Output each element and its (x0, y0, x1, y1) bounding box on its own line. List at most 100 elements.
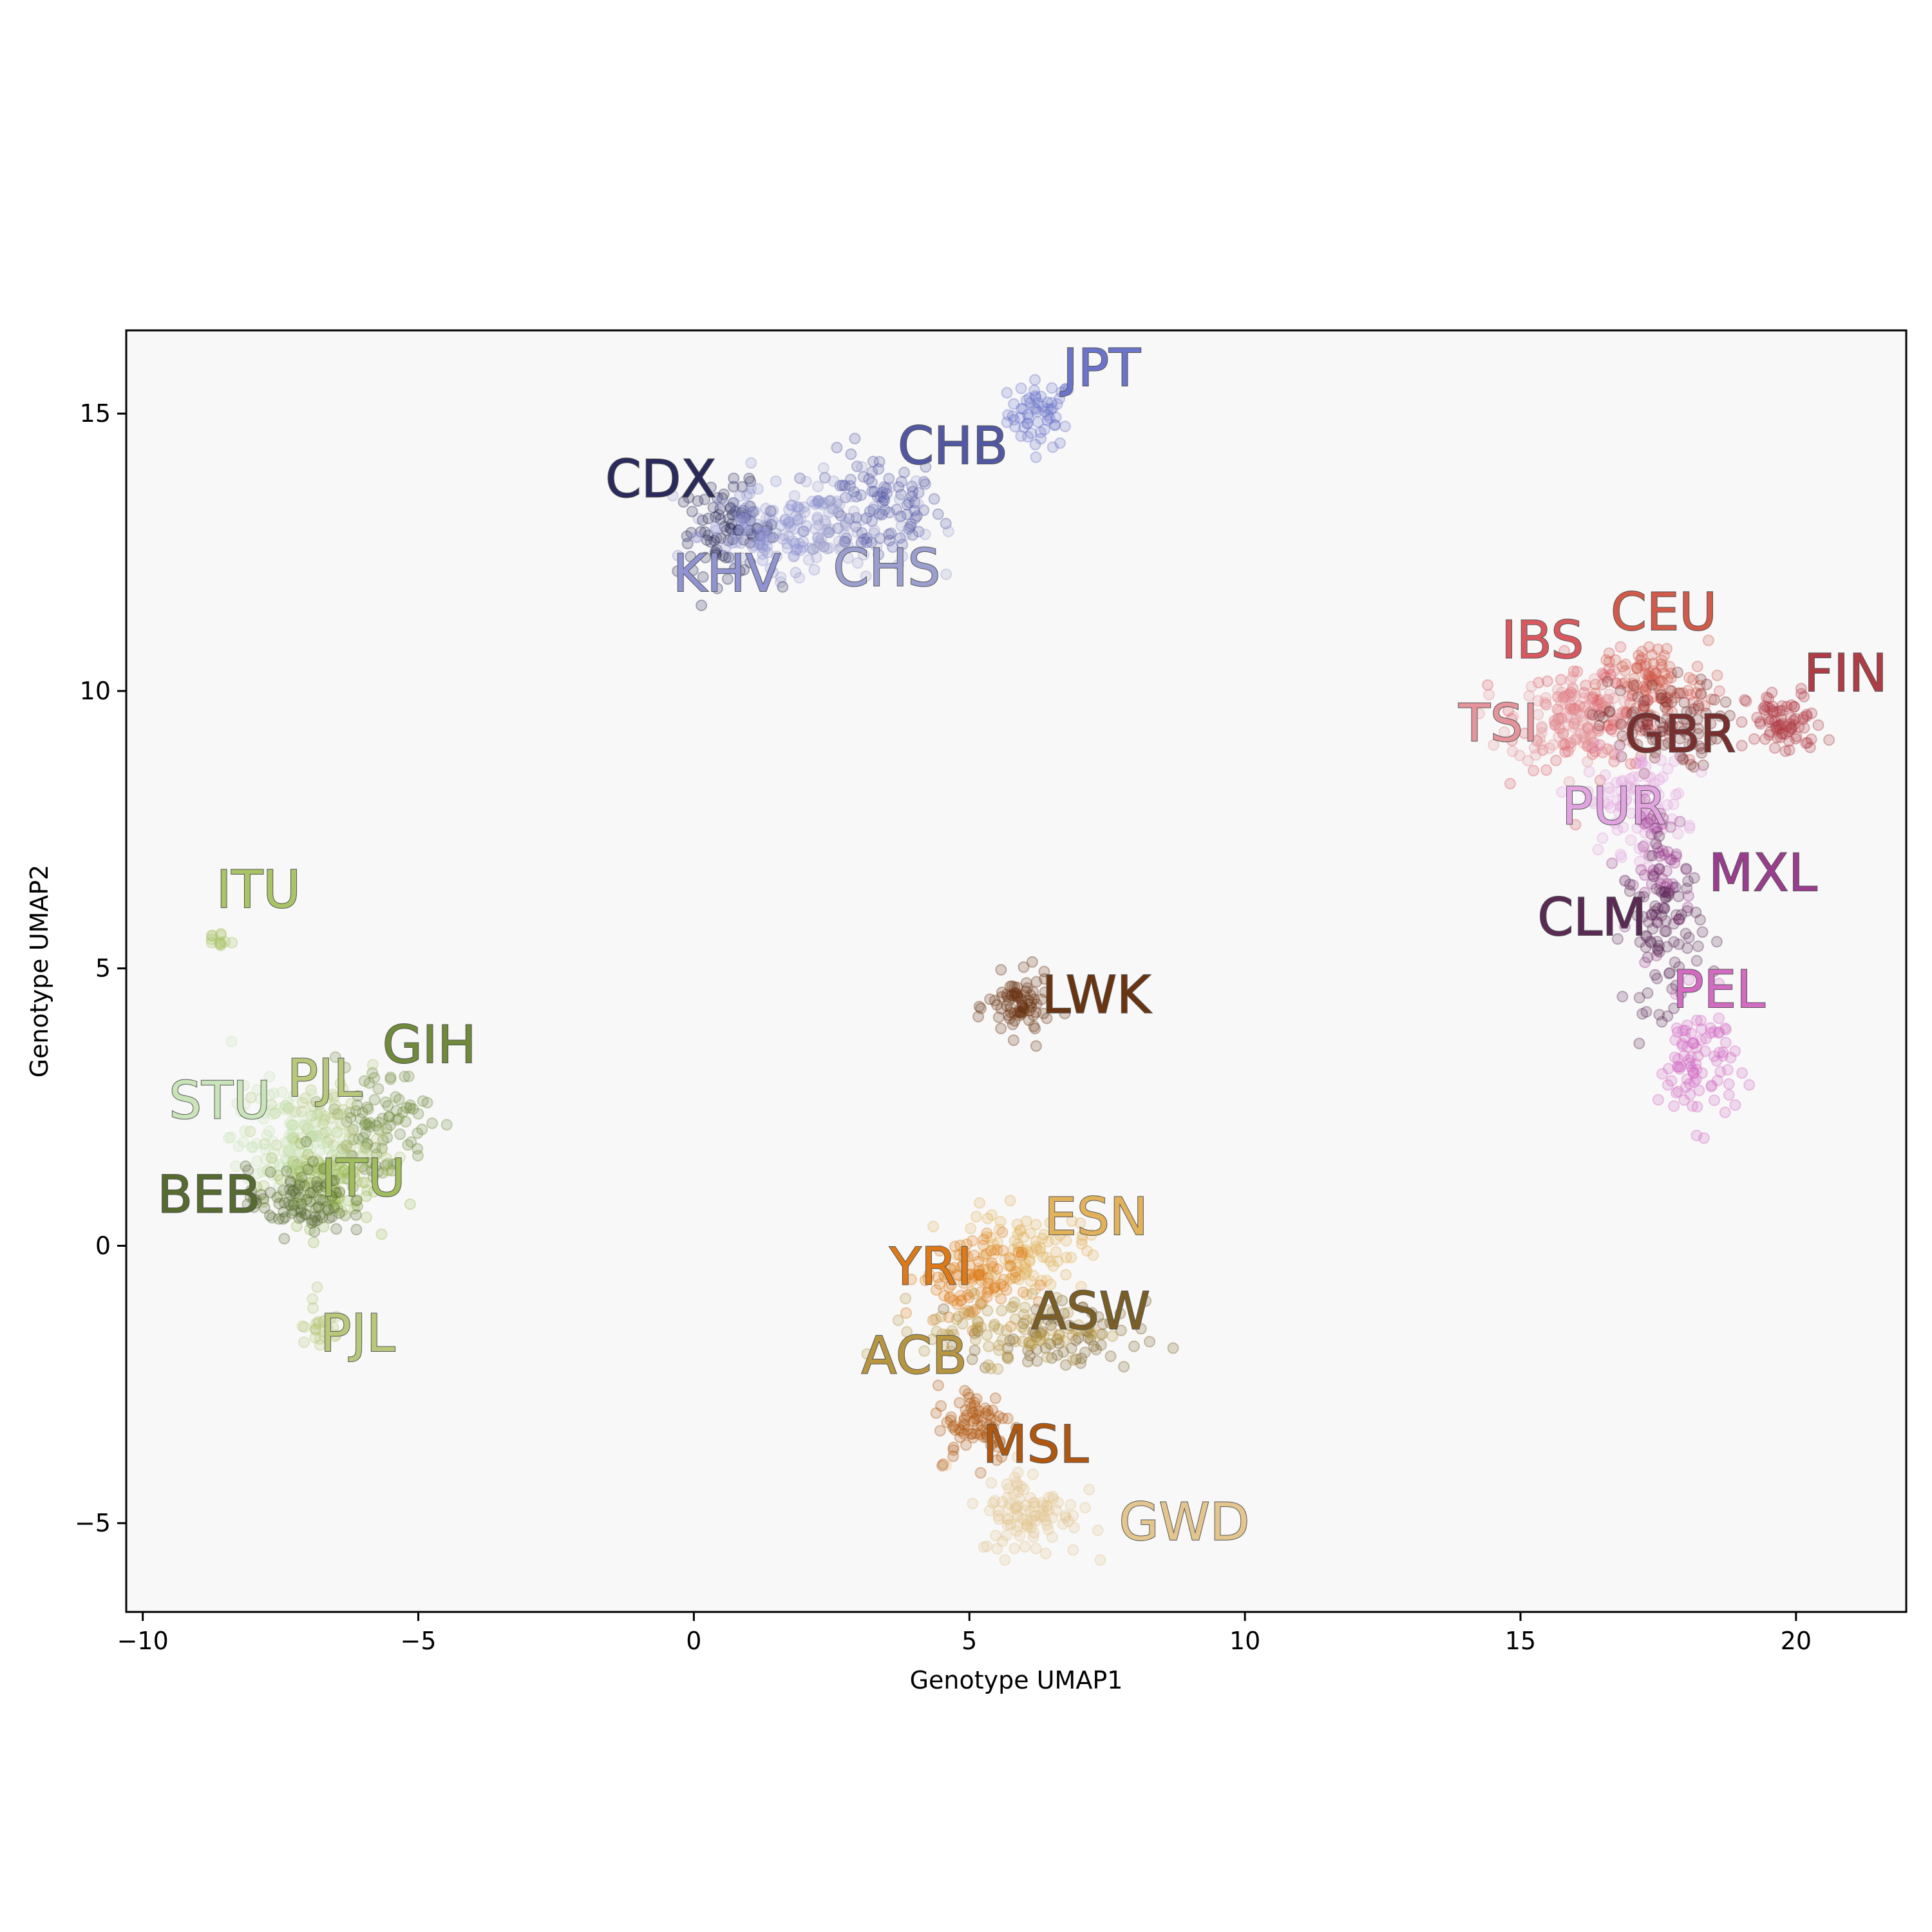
data-point (900, 529, 912, 541)
data-point (1541, 675, 1553, 687)
data-point (1029, 439, 1041, 451)
data-point (1570, 732, 1582, 744)
data-point (813, 497, 825, 509)
data-point (1682, 685, 1694, 697)
data-point (737, 504, 750, 516)
data-point (714, 513, 726, 526)
data-point (1736, 739, 1748, 752)
data-point (1776, 717, 1788, 730)
data-point (1557, 727, 1569, 739)
data-point (873, 507, 886, 520)
data-point (1619, 875, 1631, 887)
data-point (1584, 730, 1596, 743)
data-point (1559, 738, 1571, 750)
data-point (735, 537, 747, 549)
data-point (1628, 672, 1640, 685)
data-point (1633, 770, 1645, 782)
data-point (838, 480, 851, 492)
data-point (1692, 940, 1704, 952)
data-point (276, 1086, 288, 1098)
data-point (1603, 782, 1615, 794)
data-point (757, 548, 769, 560)
data-point (1801, 737, 1814, 749)
data-point (1034, 426, 1046, 439)
data-point (1048, 419, 1061, 431)
data-point (672, 549, 684, 562)
data-point (1713, 685, 1725, 697)
data-point (1694, 914, 1706, 926)
data-point (745, 507, 757, 519)
data-point (1582, 723, 1595, 735)
data-point (1629, 782, 1642, 794)
data-point (797, 536, 810, 548)
data-point (851, 557, 864, 569)
data-point (821, 543, 833, 554)
data-point (876, 486, 889, 498)
data-point (1774, 732, 1786, 743)
data-point (1691, 714, 1703, 726)
data-point (1652, 643, 1664, 656)
data-point (1661, 713, 1673, 725)
data-point (989, 1392, 1001, 1405)
data-point (999, 1554, 1011, 1566)
data-point (1636, 652, 1648, 664)
data-point (1535, 738, 1547, 750)
data-point (1788, 701, 1800, 713)
data-point (710, 524, 722, 536)
data-point (1770, 706, 1783, 718)
data-point (747, 541, 759, 553)
data-point (1050, 1246, 1062, 1258)
data-point (1660, 692, 1672, 704)
data-point (981, 1213, 994, 1225)
data-point (400, 1115, 412, 1128)
data-point (1790, 713, 1802, 724)
data-point (815, 533, 828, 545)
data-point (878, 504, 891, 516)
data-point (1094, 1554, 1106, 1566)
data-point (1653, 803, 1665, 815)
data-point (1783, 744, 1795, 756)
data-point (1662, 705, 1674, 717)
data-point (760, 502, 772, 515)
data-point (878, 481, 890, 493)
data-point (785, 499, 797, 511)
data-point (728, 472, 740, 484)
data-point (744, 475, 757, 488)
data-point (1642, 674, 1654, 686)
data-point (1039, 1548, 1052, 1560)
data-point (1788, 719, 1800, 731)
data-point (1653, 818, 1665, 830)
data-point (981, 1540, 993, 1552)
data-point (1662, 890, 1674, 902)
data-point (1534, 732, 1546, 744)
data-point (832, 522, 844, 535)
data-point (1644, 723, 1656, 735)
data-point (752, 518, 764, 531)
data-point (1045, 397, 1057, 409)
data-point (894, 532, 906, 544)
data-point (871, 540, 883, 553)
data-point (748, 539, 760, 551)
data-point (885, 527, 897, 540)
data-point (1041, 1500, 1053, 1511)
data-point (350, 1224, 363, 1236)
data-point (1042, 1524, 1054, 1536)
data-point (1627, 689, 1639, 701)
data-point (1654, 686, 1667, 698)
data-point (928, 493, 940, 505)
data-point (732, 524, 744, 536)
data-point (1719, 1022, 1731, 1034)
data-point (1016, 1513, 1028, 1525)
x-tick-label: −10 (117, 1627, 169, 1655)
data-point (1558, 645, 1571, 657)
data-point (995, 1293, 1007, 1305)
data-point (1645, 782, 1658, 795)
data-point (896, 538, 909, 551)
data-point (1657, 721, 1669, 734)
data-point (736, 480, 748, 493)
data-point (738, 564, 750, 576)
data-point (793, 572, 806, 584)
data-point (1540, 692, 1552, 704)
data-point (710, 549, 722, 561)
data-point (732, 528, 744, 540)
